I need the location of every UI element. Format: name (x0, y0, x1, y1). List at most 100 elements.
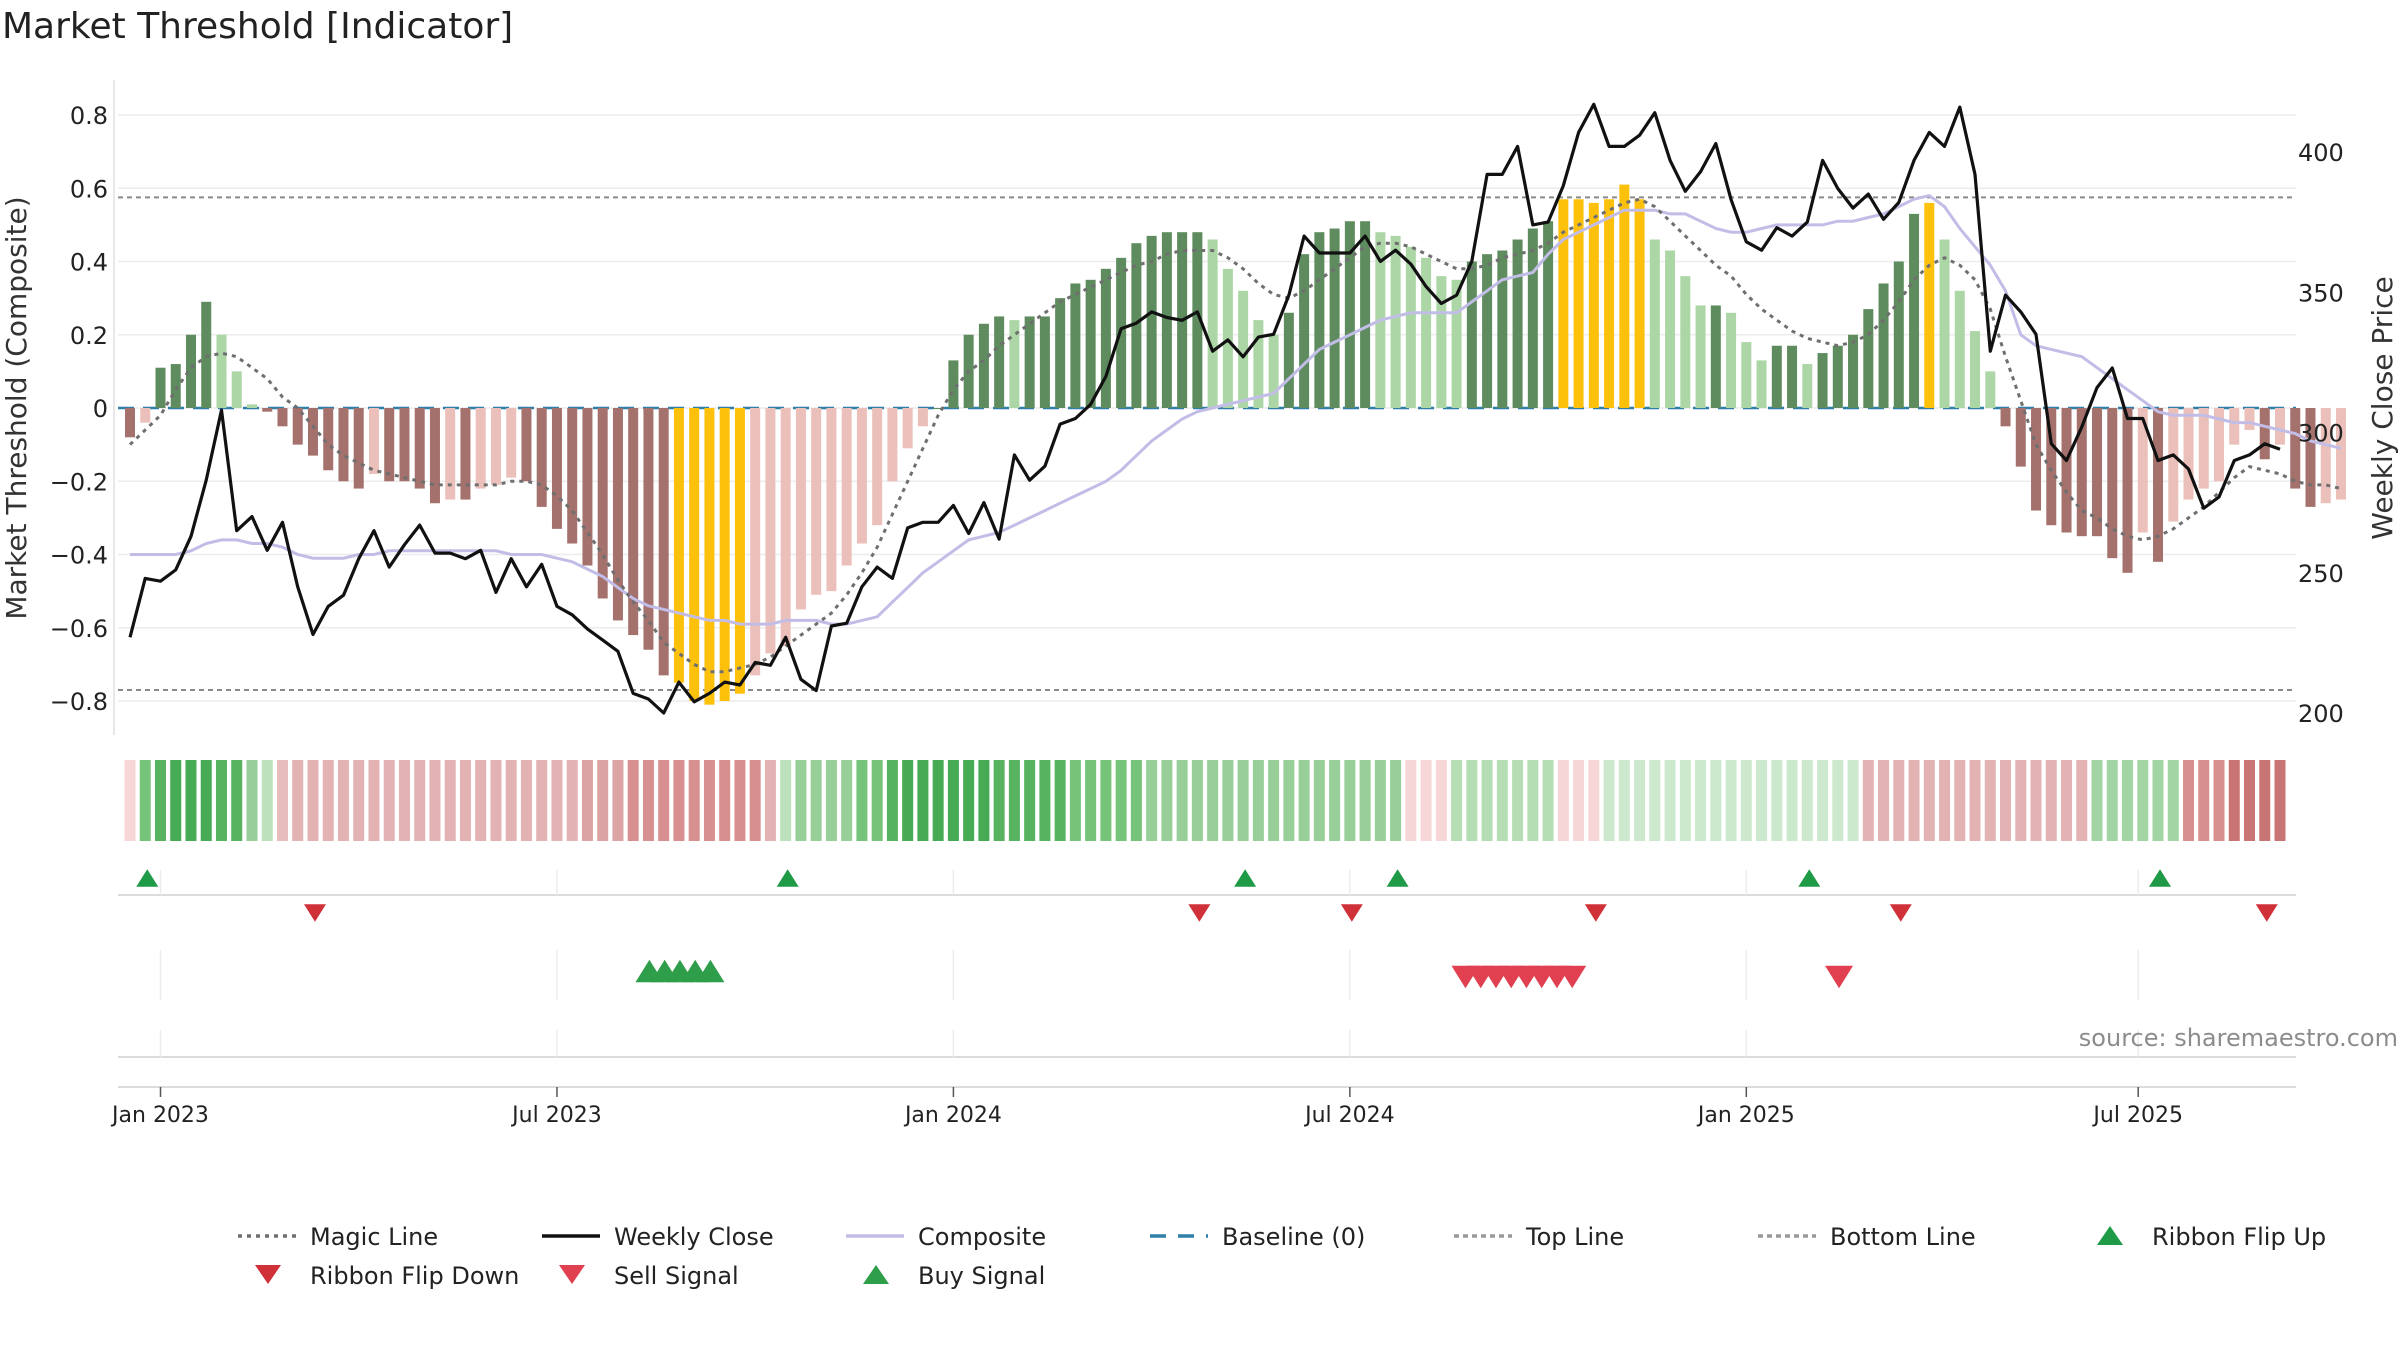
composite-bar (490, 408, 501, 485)
ribbon-cell (932, 760, 944, 841)
ribbon-cell (383, 760, 395, 841)
ribbon-cell (1420, 760, 1432, 841)
composite-bar (1146, 235, 1157, 408)
composite-bar (384, 408, 395, 482)
composite-bar (1299, 254, 1310, 408)
ribbon-cell (246, 760, 258, 841)
ribbon-flip-up-marker (2149, 869, 2172, 887)
y2-axis-label: Weekly Close Price (2366, 276, 2399, 539)
y2-tick-label: 200 (2298, 700, 2344, 728)
composite-bar (1832, 345, 1843, 408)
composite-bar (1970, 331, 1981, 408)
ribbon-cell (2228, 760, 2240, 841)
ribbon-cell (1542, 760, 1554, 841)
composite-bar (1680, 276, 1691, 408)
ribbon-cell (1268, 760, 1280, 841)
composite-bar (1039, 316, 1050, 408)
ribbon-cell (154, 760, 166, 841)
ribbon-cell (1679, 760, 1691, 841)
ribbon-cell (703, 760, 715, 841)
composite-bar (719, 408, 730, 701)
legend-swatch-flip_down (255, 1265, 281, 1284)
composite-bar (1360, 221, 1371, 408)
composite-bar (1604, 199, 1615, 408)
composite-bar (1314, 232, 1325, 408)
composite-bar (1512, 239, 1523, 408)
composite-bar (917, 408, 928, 427)
composite-bar (1756, 360, 1767, 408)
axes: −0.8 −0.6 −0.4 −0.2 0 0.2 0.4 0.6 0.8 200 250 300 35… (0, 80, 2399, 735)
composite-bar (704, 408, 715, 705)
composite-bars (125, 184, 2346, 705)
ribbon-cell (1329, 760, 1341, 841)
ribbon-cell (734, 760, 746, 841)
ribbon-cell (1039, 760, 1051, 841)
ribbon-cell (1740, 760, 1752, 841)
composite-bar (201, 301, 212, 408)
composite-bar (933, 408, 944, 409)
legend-item-baseline: Baseline (0) (1150, 1223, 1365, 1251)
ribbon-cell (749, 760, 761, 841)
composite-bar (1253, 320, 1264, 408)
ribbon-cell (642, 760, 654, 841)
ribbon-cell (993, 760, 1005, 841)
legend-item-composite: Composite (846, 1223, 1046, 1251)
composite-bar (780, 408, 791, 647)
y2-tick-label: 250 (2298, 560, 2344, 588)
ribbon-cell (505, 760, 517, 841)
y2-tick-label: 300 (2298, 420, 2344, 448)
ribbon-cell (2076, 760, 2088, 841)
ribbon-flip-down-marker (1188, 904, 1211, 922)
composite-bar (536, 408, 547, 507)
composite-bar (1070, 283, 1081, 408)
y2-tick-label: 400 (2298, 139, 2344, 167)
ribbon-cell (673, 760, 685, 841)
y-tick-label: 0.8 (70, 102, 108, 130)
x-tick-label: Jan 2023 (110, 1103, 209, 1128)
composite-bar (1893, 261, 1904, 408)
x-tick-label: Jan 2025 (1696, 1103, 1795, 1128)
ribbon-cell (322, 760, 334, 841)
legend-label: Ribbon Flip Down (310, 1262, 519, 1290)
composite-bar (475, 408, 486, 489)
composite-bar (506, 408, 517, 478)
composite-bar (2275, 408, 2285, 445)
ribbon-cell (520, 760, 532, 841)
ribbon-cell (2183, 760, 2195, 841)
ribbon-cell (1847, 760, 1859, 841)
y-tick-label: −0.6 (50, 615, 108, 643)
ribbon-cell (1512, 760, 1524, 841)
ribbon-cell (795, 760, 807, 841)
composite-bar (978, 323, 989, 408)
ribbon-cell (1237, 760, 1249, 841)
y-tick-label: −0.8 (50, 688, 108, 716)
composite-bar (628, 408, 639, 636)
ribbon-cell (1115, 760, 1127, 841)
ribbon-cell (2045, 760, 2057, 841)
ribbon-cell (658, 760, 670, 841)
ribbon-cell (1725, 760, 1737, 841)
composite-bar (2183, 408, 2194, 500)
composite-bar (2229, 408, 2240, 445)
legend-label: Ribbon Flip Up (2152, 1223, 2326, 1251)
composite-bar (689, 408, 700, 701)
composite-bar (1024, 316, 1035, 408)
y-tick-label: 0 (93, 395, 108, 423)
composite-bar (1771, 345, 1782, 408)
ribbon-cell (337, 760, 349, 841)
composite-bar (307, 408, 318, 456)
composite-bar (185, 334, 196, 408)
composite-bar (277, 408, 288, 427)
ribbon-cell (1390, 760, 1402, 841)
composite-bar (338, 408, 349, 482)
composite-bar (2290, 408, 2301, 489)
composite-bar (765, 408, 776, 654)
composite-bar (2198, 408, 2209, 489)
ribbon-flip-down-marker (2255, 904, 2278, 922)
composite-bar (2214, 408, 2225, 482)
ribbon-cell (1923, 760, 1935, 841)
ribbon-cell (1817, 760, 1829, 841)
ribbon-cell (1984, 760, 1996, 841)
ribbon-cell (581, 760, 593, 841)
ribbon-cell (1634, 760, 1646, 841)
